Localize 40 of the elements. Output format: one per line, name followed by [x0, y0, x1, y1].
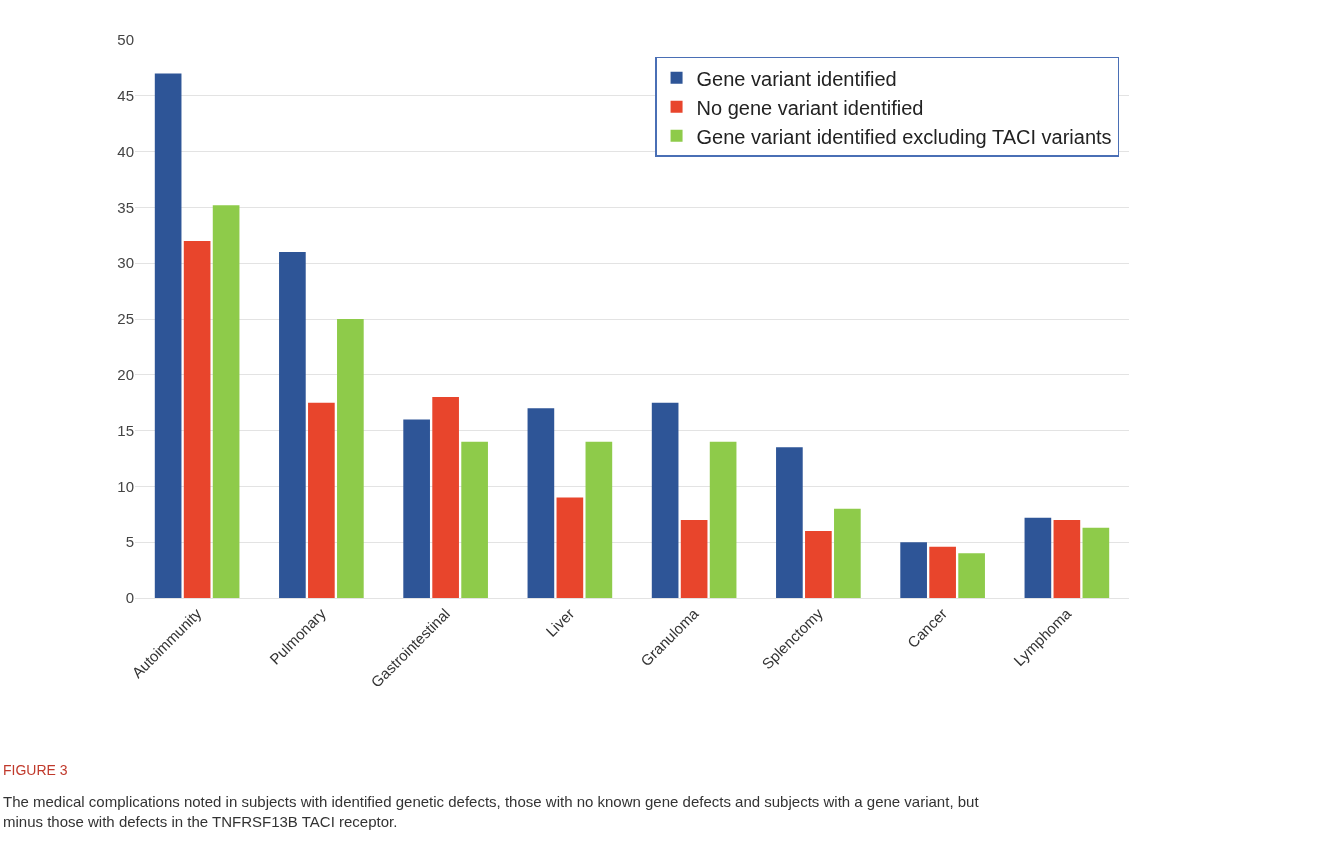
bar [900, 542, 927, 598]
y-tick-label: 10 [117, 477, 134, 495]
bar [1024, 517, 1052, 598]
y-tick-label: 5 [125, 533, 134, 551]
bar [556, 497, 584, 598]
bar [651, 402, 679, 598]
y-tick-label: 20 [117, 366, 134, 384]
y-tick-label: 25 [117, 310, 134, 328]
legend-label: No gene variant identified [696, 96, 924, 119]
bar [308, 402, 335, 598]
bar [279, 252, 306, 598]
bar [183, 240, 211, 598]
bar [585, 441, 613, 598]
bar [709, 441, 737, 598]
bar [461, 441, 488, 598]
bar [403, 419, 430, 598]
bar [527, 408, 555, 598]
legend-label: Gene variant identified excluding TACI variants [696, 125, 1112, 148]
bar [680, 519, 708, 598]
y-tick-label: 30 [117, 254, 134, 272]
bar [1053, 519, 1081, 598]
bar [337, 319, 364, 598]
bar [1082, 527, 1110, 598]
bar [929, 546, 956, 598]
bar [432, 397, 459, 598]
y-tick-label: 15 [117, 421, 134, 439]
y-tick-label: 0 [125, 589, 134, 607]
bar [212, 205, 240, 598]
y-tick-label: 35 [117, 198, 134, 216]
y-tick-label: 50 [117, 31, 134, 49]
bar [154, 73, 182, 598]
text: The medical complications noted in subjects with identified genetic defects, those with no known gene defects and subjects with a gene variant, but minus those with defects in the TNFRSF13B TACI receptor. [3, 793, 980, 830]
y-tick-label: 40 [117, 142, 134, 160]
bar [834, 508, 861, 598]
bar [958, 553, 985, 598]
bar [776, 447, 803, 598]
y-tick-label: 45 [117, 87, 134, 105]
bar [805, 531, 832, 598]
caption: FIGURE 3 [3, 762, 68, 778]
legend-label: Gene variant identified [696, 67, 897, 90]
